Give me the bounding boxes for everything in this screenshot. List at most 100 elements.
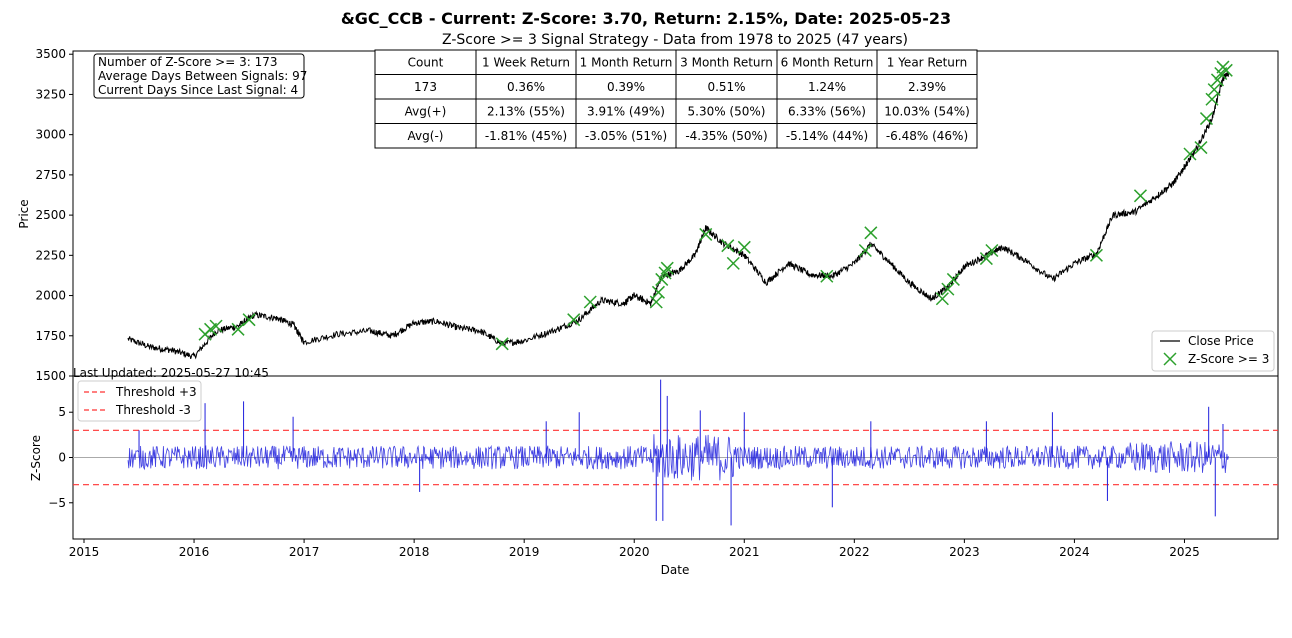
chart-subtitle: Z-Score >= 3 Signal Strategy - Data from… [442,32,908,48]
stats-table-cell: 5.30% (50%) [688,104,766,118]
price-y-tick-label: 2250 [35,248,66,262]
stats-table-header-cell: 1 Month Return [580,55,673,69]
price-y-tick-label: 2500 [35,208,66,222]
zscore-signal-marker [231,322,245,336]
date-x-tick-label: 2024 [1059,545,1090,559]
stats-table-cell: -5.14% (44%) [786,129,868,143]
zscore-y-ticks: −5 0 5 [48,405,73,510]
legend-close-price-label: Close Price [1188,334,1254,348]
date-x-tick-label: 2019 [509,545,540,559]
zscore-signal-marker [721,239,735,253]
date-x-ticks: 2015 2016 2017 2018 2019 2020 2021 2022 2023 2024… [69,539,1200,559]
zscore-axis-title: Z-Score [29,435,43,481]
price-y-tick-label: 2000 [35,289,66,303]
stats-table-cell: 6.33% (56%) [788,104,866,118]
date-axis-title: Date [661,563,690,577]
stats-table-cell: 2.13% (55%) [487,104,565,118]
price-y-tick-label: 1500 [35,369,66,383]
stats-table: Count 1 Week Return 1 Month Return 3 Month … [374,49,978,149]
info-avg-days: Average Days Between Signals: 97 [98,69,307,83]
date-x-tick-label: 2022 [839,545,870,559]
price-y-tick-label: 3250 [35,87,66,101]
stats-table-cell: 0.39% [607,80,645,94]
legend-threshold-minus-label: Threshold -3 [115,403,191,417]
info-signal-count: Number of Z-Score >= 3: 173 [98,55,277,69]
zscore-signal-markers [198,60,1233,351]
date-x-tick-label: 2021 [729,545,760,559]
stats-table-cell: 3.91% (49%) [587,104,665,118]
stats-table-header-cell: 3 Month Return [680,55,773,69]
info-days-since: Current Days Since Last Signal: 4 [98,83,298,97]
price-y-tick-label: 3500 [35,47,66,61]
zscore-line [127,379,1229,526]
legend-zscore-marker-swatch [1163,352,1177,366]
price-y-tick-label: 2750 [35,168,66,182]
zscore-signal-marker [726,256,740,270]
stats-table-cell: 1.24% [808,80,846,94]
date-x-tick-label: 2018 [399,545,430,559]
zscore-legend: Threshold +3 Threshold -3 [77,380,202,422]
zscore-signal-marker [1133,189,1147,203]
price-legend: Close Price Z-Score >= 3 [1151,330,1275,372]
stats-table-cell: 173 [414,80,437,94]
price-y-tick-label: 3000 [35,128,66,142]
stats-table-header-cell: 1 Week Return [482,55,570,69]
zscore-signal-marker [660,261,674,275]
zscore-signal-marker [495,337,509,351]
stats-table-cell: 0.51% [707,80,745,94]
stats-table-cell: 10.03% (54%) [884,104,970,118]
zscore-signal-marker [1089,248,1103,262]
zscore-signal-marker [1199,112,1214,126]
stats-table-header-cell: 6 Month Return [781,55,874,69]
zscore-signal-marker [946,272,960,286]
stats-table-cell: -4.35% (50%) [685,129,767,143]
zscore-signal-marker [567,313,581,327]
price-y-tick-label: 1750 [35,329,66,343]
price-y-ticks: 1500 1750 2000 2250 2500 2750 3000 3250 3500 [35,47,73,383]
zscore-signal-marker [699,227,713,241]
legend-zscore-marker-label: Z-Score >= 3 [1188,352,1269,366]
zscore-signal-marker [655,272,669,286]
zscore-y-tick-label: 5 [58,405,66,419]
zscore-signal-marker [658,266,672,280]
zscore-signal-marker [979,252,993,266]
close-price-series [127,71,1229,360]
stats-table-cell: Avg(-) [408,129,444,143]
zscore-signal-marker [985,243,999,258]
zscore-legend-frame [77,380,202,422]
threshold-lines [73,429,1278,486]
zscore-signal-marker [941,282,955,296]
date-x-tick-label: 2016 [179,545,210,559]
stats-table-cell: -3.05% (51%) [585,129,667,143]
zscore-signal-marker [935,292,949,306]
stats-table-header-cell: 1 Year Return [887,55,968,69]
price-legend-frame [1151,330,1275,372]
zscore-signal-marker [1219,63,1233,77]
date-x-tick-label: 2025 [1169,545,1200,559]
price-axis-title: Price [17,199,31,228]
info-box-frame [93,53,305,99]
stats-table-cell: 0.36% [507,80,545,94]
stats-table-cell: -6.48% (46%) [886,129,968,143]
zscore-signal-marker [737,240,751,254]
zscore-signal-marker [858,243,872,258]
date-x-tick-label: 2017 [289,545,320,559]
stats-table-cell: Avg(+) [405,104,447,118]
zscore-y-tick-label: 0 [58,451,66,465]
close-price-line [127,71,1229,360]
chart-title: &GC_CCB - Current: Z-Score: 3.70, Return… [341,9,951,28]
zscore-signal-marker [864,226,878,240]
zscore-signal-marker [1194,141,1208,155]
last-updated-label: Last Updated: 2025-05-27 10:45 [73,366,269,380]
date-x-tick-label: 2015 [69,545,100,559]
zscore-signal-marker [820,269,834,283]
stats-table-header-cell: Count [408,55,444,69]
stats-table-cell-border [876,123,978,149]
zscore-series [127,434,1229,481]
zscore-signal-marker [1207,83,1221,97]
zscore-signal-marker [209,319,223,333]
zscore-signal-marker [1183,147,1197,161]
zscore-signal-marker [651,285,665,299]
info-box: Number of Z-Score >= 3: 173 Average Days… [93,53,307,99]
